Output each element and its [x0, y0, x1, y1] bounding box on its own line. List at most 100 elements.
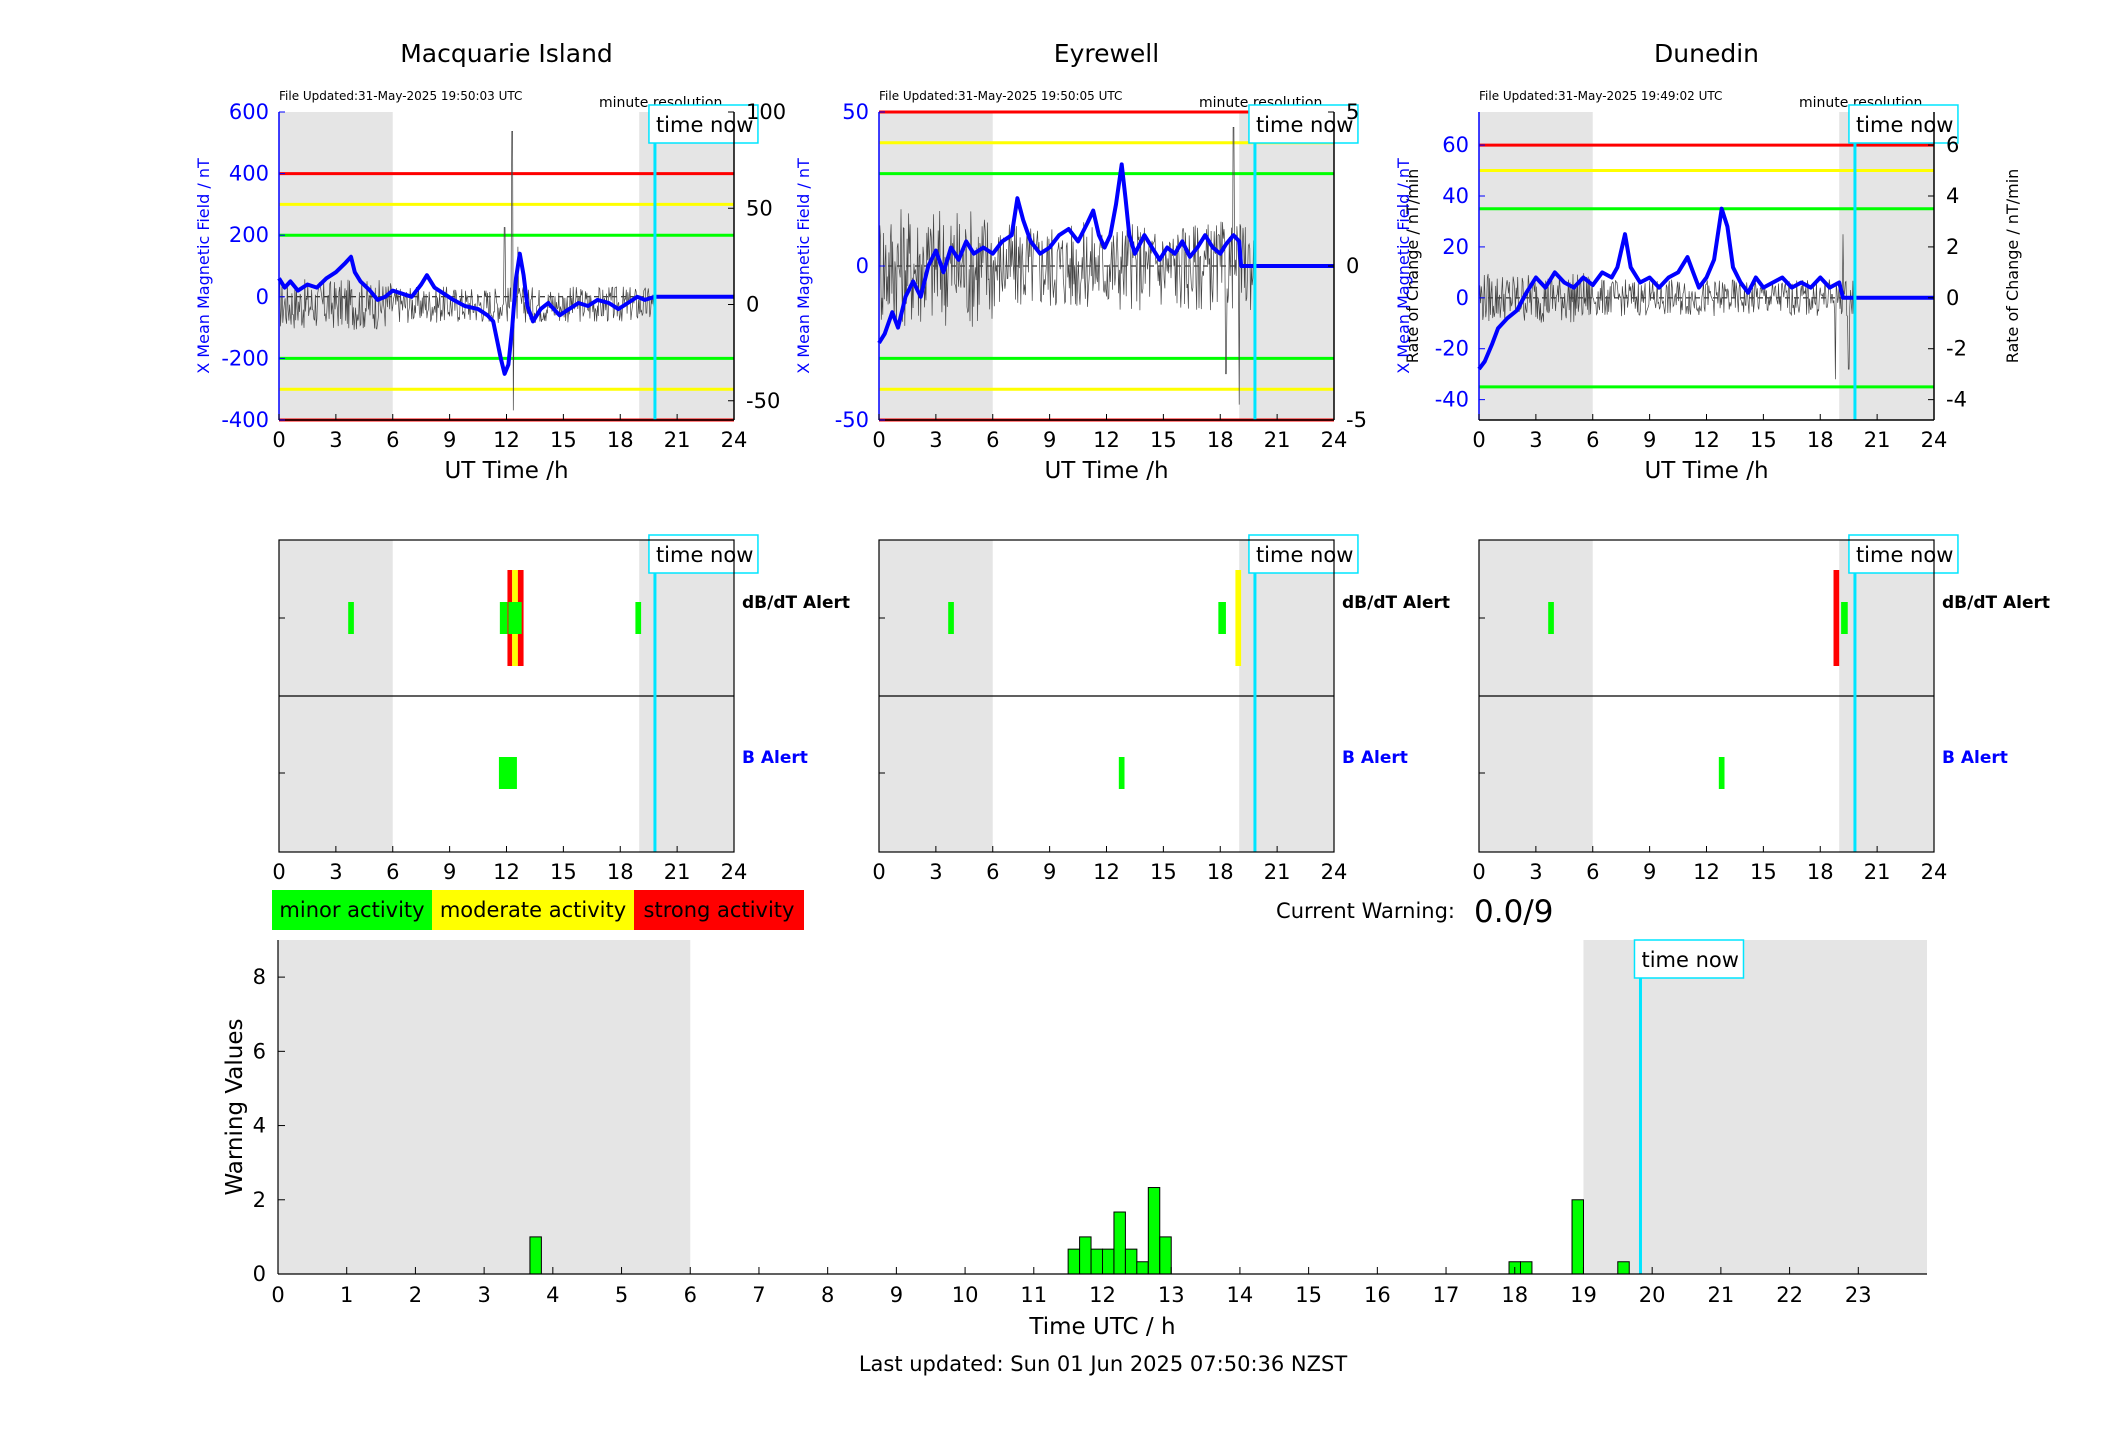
- current-warning: Current Warning: 0.0/9: [1276, 894, 1553, 930]
- warning-bar: [1147, 1187, 1161, 1275]
- dbdt-alert-block: [1235, 570, 1242, 666]
- x-tick-label: 15: [1150, 428, 1177, 452]
- x-tick-label: 13: [1158, 1283, 1185, 1307]
- x-tick-label: 9: [443, 428, 456, 452]
- x-tick-label: 18: [1207, 860, 1234, 884]
- x-tick-label: 18: [1501, 1283, 1528, 1307]
- time-now-box: [1848, 104, 1959, 144]
- x-tick-label: 16: [1364, 1283, 1391, 1307]
- y-tick-label-left: 0: [1456, 286, 1469, 310]
- y-tick-label-right: -4: [1946, 388, 1967, 412]
- x-tick-label: 10: [952, 1283, 979, 1307]
- y-tick-label-left: -200: [221, 346, 269, 370]
- x-tick-label: 24: [1321, 428, 1348, 452]
- x-tick-label: 18: [607, 860, 634, 884]
- x-tick-label: 21: [1864, 860, 1891, 884]
- station-title: Eyrewell: [1054, 39, 1159, 68]
- y-axis-label-left: X Mean Magnetic Field / nT: [1394, 158, 1413, 374]
- y-tick-label-left: -50: [835, 408, 869, 432]
- x-tick-label: 15: [1295, 1283, 1322, 1307]
- y-tick-label-right: -5: [1346, 408, 1367, 432]
- time-now-label: time now: [656, 543, 753, 567]
- x-tick-label: 6: [684, 1283, 697, 1307]
- x-tick-label: 23: [1845, 1283, 1872, 1307]
- x-tick-label: 18: [1807, 428, 1834, 452]
- x-tick-label: 15: [550, 428, 577, 452]
- time-now-box: [1633, 939, 1745, 979]
- x-tick-label: 6: [986, 428, 999, 452]
- x-tick-label: 12: [493, 860, 520, 884]
- x-tick-label: 3: [929, 860, 942, 884]
- x-tick-label: 6: [986, 860, 999, 884]
- y-tick-label-right: 0: [1346, 254, 1359, 278]
- dbdt-alert-block: [948, 602, 954, 634]
- station-chart: Dunedin File Updated:31-May-2025 19:49:02…: [1394, 39, 2022, 484]
- x-axis-label: UT Time /h: [1044, 458, 1168, 484]
- dbdt-alert-block: [348, 602, 354, 634]
- x-tick-label: 24: [1321, 860, 1348, 884]
- time-now-box: [648, 534, 759, 574]
- x-tick-label: 19: [1570, 1283, 1597, 1307]
- x-tick-label: 24: [721, 428, 748, 452]
- legend-strong-swatch: [634, 890, 804, 930]
- station-plots: Macquarie Island File Updated:31-May-2025…: [194, 39, 2022, 484]
- x-tick-label: 24: [1921, 860, 1948, 884]
- x-tick-label: 24: [1921, 428, 1948, 452]
- x-tick-label: 14: [1227, 1283, 1254, 1307]
- dbdt-alert-block: [635, 602, 642, 634]
- time-now-label: time now: [1256, 113, 1353, 137]
- x-tick-label: 20: [1639, 1283, 1666, 1307]
- x-tick-label: 0: [1472, 428, 1485, 452]
- x-tick-label: 12: [1693, 428, 1720, 452]
- dbdt-alert-block: [1548, 602, 1554, 634]
- y-axis-label: Warning Values: [222, 1018, 248, 1195]
- y-tick-label-right: 100: [746, 100, 786, 124]
- y-axis-label-left: X Mean Magnetic Field / nT: [194, 158, 213, 374]
- x-tick-label: 4: [546, 1283, 559, 1307]
- legend-strong-label: strong activity: [644, 898, 795, 922]
- x-tick-label: 9: [1643, 428, 1656, 452]
- x-tick-label: 21: [1264, 860, 1291, 884]
- y-tick-label-left: 600: [229, 100, 269, 124]
- time-now-label: time now: [1641, 948, 1738, 972]
- x-tick-label: 11: [1020, 1283, 1047, 1307]
- y-tick-label-left: 40: [1442, 184, 1469, 208]
- x-tick-label: 5: [615, 1283, 628, 1307]
- b-alert-block: [498, 757, 517, 789]
- x-tick-label: 7: [752, 1283, 765, 1307]
- x-tick-label: 0: [272, 860, 285, 884]
- warning-bar: [1124, 1248, 1138, 1275]
- alert-chart: time now dB/dT Alert B Alert 0 3 6 9 12 15 18 21 24: [872, 534, 1450, 884]
- y-tick-label-left: 0: [256, 285, 269, 309]
- x-tick-label: 3: [329, 428, 342, 452]
- y-axis-label-right: Rate of Change / nT/min: [1403, 169, 1422, 364]
- legend-moderate-swatch: [432, 890, 634, 930]
- x-tick-label: 9: [1043, 428, 1056, 452]
- rate-of-change-trace: [878, 127, 1255, 405]
- warning-bar: [1136, 1261, 1149, 1275]
- y-tick-label-left: 60: [1442, 133, 1469, 157]
- y-tick-label: 2: [253, 1188, 266, 1212]
- x-tick-label: 0: [1472, 860, 1485, 884]
- x-tick-label: 21: [664, 860, 691, 884]
- x-tick-label: 6: [1586, 428, 1599, 452]
- x-tick-label: 15: [1750, 860, 1777, 884]
- y-tick-label-left: -400: [221, 408, 269, 432]
- x-tick-label: 0: [271, 1283, 284, 1307]
- current-warning-label: Current Warning:: [1276, 899, 1455, 923]
- time-now-label: time now: [656, 113, 753, 137]
- warning-bar: [1067, 1248, 1081, 1275]
- dbdt-alert-label: dB/dT Alert: [742, 593, 850, 613]
- x-tick-label: 2: [409, 1283, 422, 1307]
- rate-of-change-trace: [1478, 234, 1855, 380]
- x-tick-label: 12: [1093, 860, 1120, 884]
- y-tick-label: 8: [253, 965, 266, 989]
- x-tick-label: 15: [1750, 428, 1777, 452]
- dbdt-alert-label: dB/dT Alert: [1942, 593, 2050, 613]
- night-band: [1583, 940, 1927, 1274]
- legend-minor-label: minor activity: [279, 898, 424, 922]
- x-tick-label: 6: [386, 860, 399, 884]
- y-tick-label-right: -2: [1946, 337, 1967, 361]
- x-field-series: [877, 162, 1334, 345]
